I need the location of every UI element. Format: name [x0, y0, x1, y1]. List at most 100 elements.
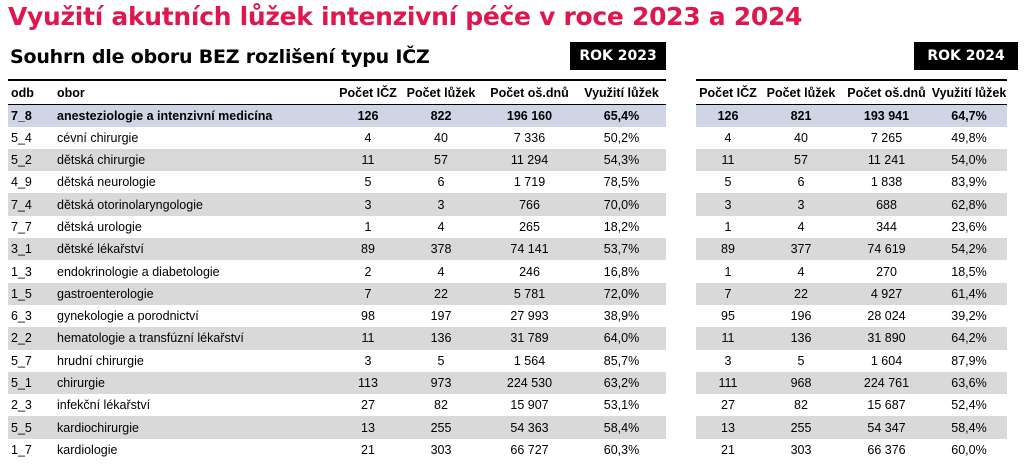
- cell-icz: 21: [336, 438, 400, 462]
- col-header-osdnu: Počet oš.dnů: [842, 82, 931, 105]
- table-row: 5_4 cévní chirurgie 4 40 7 336 50,2%: [8, 126, 666, 149]
- col-header-osdnu: Počet oš.dnů: [482, 82, 577, 105]
- col-header-vyuziti: Využití lůžek: [577, 82, 666, 105]
- year-label-2024: ROK 2024: [914, 42, 1018, 70]
- cell-vyuziti: 54,0%: [931, 148, 1007, 172]
- cell-luzek: 3: [760, 193, 842, 216]
- table-row: 4 40 7 265 49,8%: [696, 126, 1007, 149]
- cell-luzek: 40: [400, 126, 482, 149]
- cell-vyuziti: 53,1%: [577, 394, 666, 417]
- cell-icz: 89: [336, 238, 400, 261]
- cell-luzek: 3: [400, 193, 482, 216]
- cell-obor: chirurgie: [54, 371, 336, 395]
- cell-obor: dětská urologie: [54, 215, 336, 239]
- cell-vyuziti: 85,7%: [577, 349, 666, 372]
- cell-osdnu: 74 141: [482, 238, 577, 261]
- cell-obor: infekční lékařství: [54, 394, 336, 417]
- cell-vyuziti: 23,6%: [931, 215, 1007, 239]
- cell-vyuziti: 64,0%: [577, 327, 666, 350]
- table-row: 126 821 193 941 64,7%: [696, 104, 1007, 127]
- cell-icz: 3: [696, 349, 760, 372]
- cell-osdnu: 7 265: [842, 126, 931, 149]
- cell-vyuziti: 16,8%: [577, 260, 666, 283]
- cell-odb: 7_7: [8, 215, 54, 239]
- cell-luzek: 4: [400, 215, 482, 239]
- cell-luzek: 6: [760, 171, 842, 194]
- cell-icz: 89: [696, 238, 760, 261]
- col-header-icz: Počet IČZ: [336, 82, 400, 105]
- cell-luzek: 973: [400, 371, 482, 395]
- cell-osdnu: 688: [842, 193, 931, 216]
- table-2024: Počet IČZ Počet lůžek Počet oš.dnů Využi…: [696, 82, 1007, 462]
- cell-vyuziti: 87,9%: [931, 349, 1007, 372]
- cell-odb: 5_1: [8, 371, 54, 395]
- cell-icz: 1: [696, 215, 760, 239]
- cell-obor: hematologie a transfúzní lékařství: [54, 327, 336, 350]
- cell-osdnu: 1 564: [482, 349, 577, 372]
- cell-obor: gastroenterologie: [54, 282, 336, 305]
- cell-icz: 3: [696, 193, 760, 216]
- cell-icz: 11: [696, 148, 760, 172]
- cell-vyuziti: 58,4%: [931, 416, 1007, 439]
- cell-luzek: 40: [760, 126, 842, 149]
- cell-odb: 2_2: [8, 327, 54, 350]
- cell-luzek: 303: [760, 438, 842, 462]
- cell-vyuziti: 63,6%: [931, 371, 1007, 395]
- cell-vyuziti: 53,7%: [577, 238, 666, 261]
- cell-luzek: 4: [760, 215, 842, 239]
- cell-osdnu: 4 927: [842, 282, 931, 305]
- table-row: 3_1 dětské lékařství 89 378 74 141 53,7%: [8, 238, 666, 261]
- cell-icz: 1: [696, 260, 760, 283]
- cell-osdnu: 74 619: [842, 238, 931, 261]
- cell-osdnu: 270: [842, 260, 931, 283]
- cell-icz: 95: [696, 304, 760, 328]
- cell-vyuziti: 62,8%: [931, 193, 1007, 216]
- cell-osdnu: 54 347: [842, 416, 931, 439]
- cell-vyuziti: 70,0%: [577, 193, 666, 216]
- cell-odb: 6_3: [8, 304, 54, 328]
- cell-icz: 11: [336, 148, 400, 172]
- cell-osdnu: 11 241: [842, 148, 931, 172]
- cell-luzek: 821: [760, 104, 842, 127]
- cell-osdnu: 1 719: [482, 171, 577, 194]
- cell-luzek: 82: [400, 394, 482, 417]
- cell-vyuziti: 54,3%: [577, 148, 666, 172]
- col-header-obor: obor: [54, 82, 336, 105]
- cell-icz: 126: [696, 104, 760, 127]
- cell-odb: 3_1: [8, 238, 54, 261]
- table-row: 11 136 31 890 64,2%: [696, 327, 1007, 350]
- cell-icz: 5: [696, 171, 760, 194]
- cell-luzek: 22: [760, 282, 842, 305]
- table-row: 1_3 endokrinologie a diabetologie 2 4 246 16,…: [8, 260, 666, 283]
- cell-osdnu: 196 160: [482, 104, 577, 127]
- cell-icz: 4: [696, 126, 760, 149]
- cell-odb: 7_8: [8, 104, 54, 127]
- cell-vyuziti: 60,0%: [931, 438, 1007, 462]
- cell-icz: 111: [696, 371, 760, 395]
- cell-obor: dětské lékařství: [54, 238, 336, 261]
- cell-luzek: 5: [400, 349, 482, 372]
- cell-osdnu: 15 907: [482, 394, 577, 417]
- cell-osdnu: 31 789: [482, 327, 577, 350]
- cell-luzek: 378: [400, 238, 482, 261]
- cell-luzek: 136: [400, 327, 482, 350]
- cell-osdnu: 31 890: [842, 327, 931, 350]
- table-row: 1_5 gastroenterologie 7 22 5 781 72,0%: [8, 282, 666, 305]
- col-header-vyuziti: Využití lůžek: [931, 82, 1007, 105]
- cell-icz: 2: [336, 260, 400, 283]
- cell-luzek: 4: [760, 260, 842, 283]
- table-row: 5_5 kardiochirurgie 13 255 54 363 58,4%: [8, 416, 666, 439]
- table-row: 2_3 infekční lékařství 27 82 15 907 53,1%: [8, 394, 666, 417]
- cell-osdnu: 5 781: [482, 282, 577, 305]
- cell-icz: 113: [336, 371, 400, 395]
- cell-icz: 7: [336, 282, 400, 305]
- cell-icz: 5: [336, 171, 400, 194]
- cell-vyuziti: 64,2%: [931, 327, 1007, 350]
- cell-icz: 13: [336, 416, 400, 439]
- cell-vyuziti: 63,2%: [577, 371, 666, 395]
- table-row: 1_7 kardiologie 21 303 66 727 60,3%: [8, 438, 666, 462]
- cell-osdnu: 15 687: [842, 394, 931, 417]
- table-row: 7_7 dětská urologie 1 4 265 18,2%: [8, 215, 666, 239]
- cell-icz: 126: [336, 104, 400, 127]
